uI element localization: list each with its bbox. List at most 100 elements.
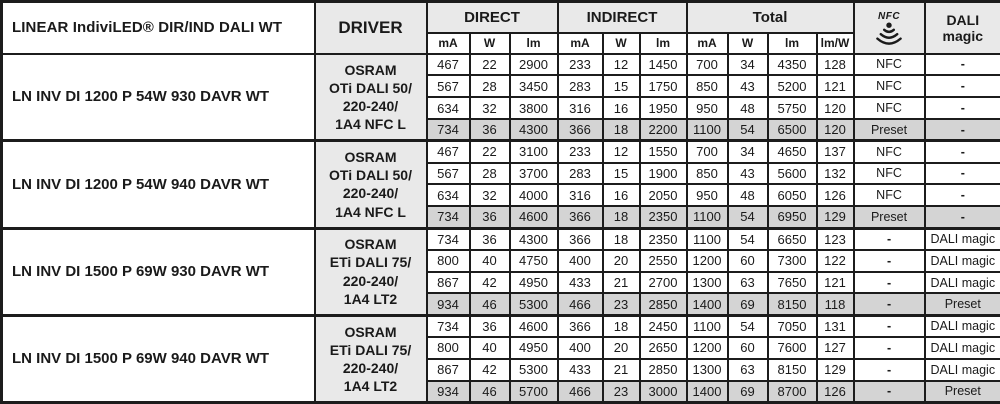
total-lmw-cell: 126 bbox=[815, 379, 855, 404]
total-w-cell: 69 bbox=[726, 379, 769, 404]
indirect-w-cell: 18 bbox=[601, 117, 641, 142]
indirect-ma-cell: 366 bbox=[556, 117, 604, 142]
direct-ma-cell: 800 bbox=[425, 336, 471, 360]
direct-ma-cell: 734 bbox=[425, 226, 471, 251]
header-units-row: mA W lm mA W lm mA W lm lm/W bbox=[2, 31, 1000, 55]
total-lm-cell: 5600 bbox=[766, 161, 818, 186]
nfc-cell: Preset bbox=[852, 205, 926, 229]
driver-name-line: OSRAM bbox=[344, 323, 397, 340]
unit-header-total-lmw: lm/W bbox=[815, 31, 855, 55]
dali-magic-cell: - bbox=[923, 96, 1000, 120]
total-w-cell: 43 bbox=[726, 74, 769, 99]
direct-lm-cell: 4300 bbox=[508, 226, 559, 251]
dali-magic-cell: - bbox=[923, 117, 1000, 142]
driver-name: OSRAM ETi DALI 75/220-240/1A4 LT2 bbox=[313, 226, 428, 317]
direct-w-cell: 32 bbox=[468, 96, 511, 120]
table-row: 734 36 4600 366 18 2350 1100 54 6950 129 Preset - bbox=[2, 205, 1000, 229]
indirect-ma-cell: 466 bbox=[556, 292, 604, 317]
direct-ma-cell: 567 bbox=[425, 161, 471, 186]
header-group-row: LINEAR IndiviLED® DIR/IND DALI WT DRIVER… bbox=[0, 0, 1000, 55]
driver-name-line: 1A4 LT2 bbox=[343, 378, 398, 395]
indirect-w-cell: 15 bbox=[601, 161, 641, 186]
direct-w-cell: 36 bbox=[468, 117, 511, 142]
nfc-cell: Preset bbox=[852, 117, 926, 142]
indirect-column-group-header: INDIRECT bbox=[556, 0, 688, 34]
direct-ma-cell: 567 bbox=[425, 74, 471, 99]
indirect-ma-cell: 366 bbox=[556, 226, 604, 251]
total-lm-cell: 6650 bbox=[766, 226, 818, 251]
dali-magic-cell: DALI magic bbox=[923, 270, 1000, 295]
table-row: 567 28 3450 283 15 1750 850 43 5200 121 NFC - bbox=[2, 74, 1000, 99]
direct-w-cell: 22 bbox=[468, 139, 511, 164]
unit-header-direct-ma: mA bbox=[425, 31, 471, 55]
unit-header-indirect-w: W bbox=[601, 31, 641, 55]
direct-lm-cell: 4600 bbox=[508, 205, 559, 229]
total-w-cell: 54 bbox=[726, 205, 769, 229]
unit-header-direct-w: W bbox=[468, 31, 511, 55]
direct-ma-cell: 734 bbox=[425, 313, 471, 339]
total-lmw-cell: 129 bbox=[815, 357, 855, 382]
indirect-w-cell: 16 bbox=[601, 96, 641, 120]
total-w-cell: 54 bbox=[726, 117, 769, 142]
indirect-w-cell: 12 bbox=[601, 139, 641, 164]
product-name: LN INV DI 1500 P 69W 930 DAVR WT bbox=[0, 226, 316, 317]
dali-magic-cell: - bbox=[923, 74, 1000, 99]
total-lmw-cell: 123 bbox=[815, 226, 855, 251]
nfc-column-header: NFC bbox=[852, 0, 926, 55]
indirect-lm-cell: 2350 bbox=[638, 205, 688, 229]
total-w-cell: 60 bbox=[726, 248, 769, 273]
dali-magic-cell: Preset bbox=[923, 379, 1000, 404]
indirect-lm-cell: 2350 bbox=[638, 226, 688, 251]
direct-ma-cell: 800 bbox=[425, 248, 471, 273]
dali-magic-cell: DALI magic bbox=[923, 226, 1000, 251]
indirect-ma-cell: 233 bbox=[556, 139, 604, 164]
dali-magic-column-header: DALI magic bbox=[923, 0, 1000, 55]
total-lmw-cell: 129 bbox=[815, 205, 855, 229]
dali-magic-cell: - bbox=[923, 205, 1000, 229]
dali-magic-cell: DALI magic bbox=[923, 336, 1000, 360]
nfc-cell: NFC bbox=[852, 74, 926, 99]
nfc-cell: NFC bbox=[852, 139, 926, 164]
indirect-w-cell: 18 bbox=[601, 205, 641, 229]
dali-magic-cell: DALI magic bbox=[923, 248, 1000, 273]
unit-header-total-w: W bbox=[726, 31, 769, 55]
direct-ma-cell: 734 bbox=[425, 205, 471, 229]
indirect-lm-cell: 1950 bbox=[638, 96, 688, 120]
total-lmw-cell: 137 bbox=[815, 139, 855, 164]
dali-magic-cell: DALI magic bbox=[923, 357, 1000, 382]
indirect-ma-cell: 366 bbox=[556, 205, 604, 229]
indirect-lm-cell: 3000 bbox=[638, 379, 688, 404]
indirect-w-cell: 23 bbox=[601, 292, 641, 317]
driver-name-line: ETi DALI 75/ bbox=[329, 341, 412, 358]
dali-magic-cell: - bbox=[923, 183, 1000, 208]
nfc-cell: - bbox=[852, 270, 926, 295]
total-lm-cell: 5200 bbox=[766, 74, 818, 99]
nfc-cell: - bbox=[852, 226, 926, 251]
total-ma-cell: 950 bbox=[685, 183, 729, 208]
unit-header-direct-lm: lm bbox=[508, 31, 559, 55]
table-body: LN INV DI 1200 P 54W 930 DAVR WT OSRAM OTi… bbox=[0, 52, 1000, 404]
indirect-lm-cell: 2550 bbox=[638, 248, 688, 273]
table-row: 634 32 3800 316 16 1950 950 48 5750 120 NFC - bbox=[2, 96, 1000, 120]
direct-lm-cell: 2900 bbox=[508, 52, 559, 77]
table-row: LN INV DI 1500 P 69W 940 DAVR WT OSRAM ETi… bbox=[0, 313, 1000, 404]
total-lm-cell: 5750 bbox=[766, 96, 818, 120]
driver-name-line: 220-240/ bbox=[342, 359, 399, 376]
nfc-cell: NFC bbox=[852, 96, 926, 120]
direct-w-cell: 28 bbox=[468, 161, 511, 186]
indirect-ma-cell: 233 bbox=[556, 52, 604, 77]
total-lm-cell: 6500 bbox=[766, 117, 818, 142]
indirect-w-cell: 20 bbox=[601, 248, 641, 273]
indirect-lm-cell: 1450 bbox=[638, 52, 688, 77]
total-ma-cell: 700 bbox=[685, 52, 729, 77]
total-w-cell: 34 bbox=[726, 139, 769, 164]
direct-w-cell: 40 bbox=[468, 248, 511, 273]
direct-lm-cell: 5700 bbox=[508, 379, 559, 404]
unit-header-indirect-lm: lm bbox=[638, 31, 688, 55]
total-column-group-header: Total bbox=[685, 0, 855, 34]
indirect-w-cell: 23 bbox=[601, 379, 641, 404]
indirect-ma-cell: 366 bbox=[556, 313, 604, 339]
total-ma-cell: 1100 bbox=[685, 313, 729, 339]
direct-w-cell: 46 bbox=[468, 292, 511, 317]
direct-w-cell: 40 bbox=[468, 336, 511, 360]
